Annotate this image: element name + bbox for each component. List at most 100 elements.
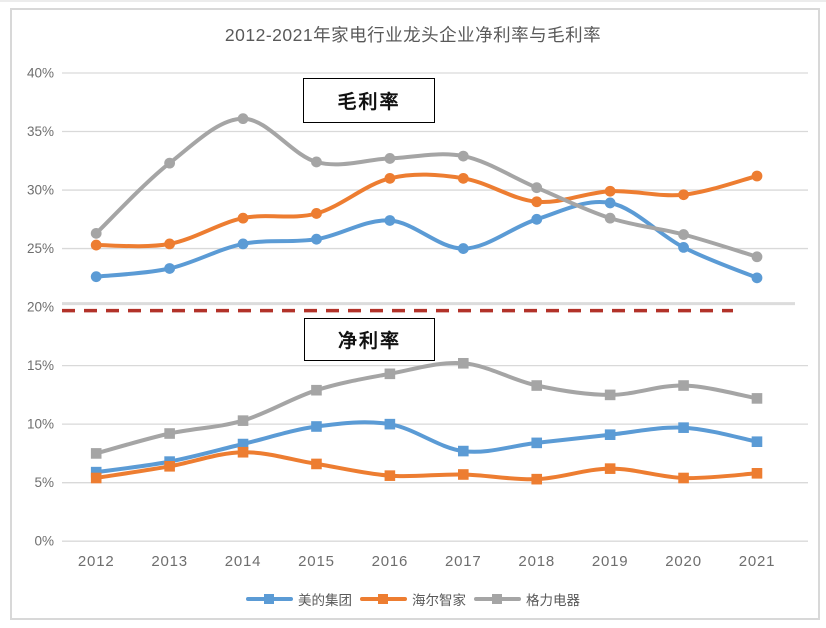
marker-net-gree-2018 bbox=[531, 380, 543, 391]
marker-net-midea-2012 bbox=[90, 466, 102, 478]
y-tick-label-25: 25% bbox=[27, 241, 54, 256]
marker-gross-gree-2017 bbox=[457, 150, 469, 162]
marker-gross-midea-2013 bbox=[164, 263, 176, 274]
x-tick-label-2017: 2017 bbox=[445, 553, 482, 570]
marker-gross-midea-2012 bbox=[90, 271, 102, 283]
marker-gross-gree-2019 bbox=[604, 212, 616, 224]
gross-margin-label: 毛利率 bbox=[337, 92, 401, 113]
marker-gross-haier-2021 bbox=[751, 170, 763, 182]
marker-net-gree-2021 bbox=[751, 393, 763, 404]
series-line-gross-gree bbox=[94, 116, 759, 259]
marker-net-midea-2017 bbox=[458, 445, 469, 457]
chart-title: 2012-2021年家电行业龙头企业净利率与毛利率 bbox=[224, 25, 602, 45]
marker-gross-haier-2014 bbox=[237, 212, 249, 224]
chart-legend: 美的集团 海尔智家 格力电器 bbox=[0, 589, 826, 609]
marker-gross-gree-2015 bbox=[311, 156, 322, 168]
y-tick-label-30: 30% bbox=[27, 183, 54, 198]
y-tick-label-35: 35% bbox=[27, 124, 54, 139]
marker-gross-haier-2017 bbox=[457, 172, 469, 184]
marker-gross-midea-2020 bbox=[678, 242, 689, 253]
marker-net-gree-2019 bbox=[604, 389, 616, 401]
series-line-net-midea bbox=[94, 420, 759, 475]
y-tick-label-0: 0% bbox=[34, 534, 54, 549]
marker-net-midea-2018 bbox=[531, 437, 543, 449]
marker-gross-midea-2018 bbox=[531, 213, 543, 225]
marker-net-haier-2012 bbox=[90, 472, 102, 484]
net-margin-label-box: 净利率 bbox=[304, 318, 435, 361]
marker-gross-haier-2012 bbox=[90, 239, 102, 251]
legend-label-haier: 海尔智家 bbox=[412, 593, 466, 608]
y-tick-label-20: 20% bbox=[27, 300, 54, 315]
gross-margin-label-box: 毛利率 bbox=[303, 78, 435, 123]
net-margin-label: 净利率 bbox=[337, 331, 401, 352]
x-tick-label-2020: 2020 bbox=[665, 553, 702, 570]
marker-net-midea-2014 bbox=[237, 438, 249, 450]
marker-gross-haier-2013 bbox=[164, 238, 176, 250]
legend-item-midea: 美的集团 bbox=[246, 589, 352, 609]
marker-gross-midea-2014 bbox=[237, 238, 249, 250]
legend-line-marker-gree bbox=[474, 594, 521, 605]
marker-net-midea-2019 bbox=[604, 429, 616, 440]
x-tick-label-2018: 2018 bbox=[518, 553, 555, 570]
marker-gross-gree-2020 bbox=[678, 229, 689, 240]
legend-line-marker-haier bbox=[360, 594, 407, 605]
marker-gross-midea-2015 bbox=[311, 233, 322, 245]
marker-net-haier-2018 bbox=[531, 473, 543, 485]
marker-net-haier-2016 bbox=[384, 470, 396, 481]
legend-label-midea: 美的集团 bbox=[298, 593, 352, 608]
marker-gross-gree-2012 bbox=[90, 227, 102, 239]
marker-gross-haier-2019 bbox=[604, 185, 616, 197]
marker-net-haier-2019 bbox=[604, 463, 616, 474]
marker-gross-gree-2014 bbox=[237, 113, 249, 125]
marker-net-gree-2013 bbox=[164, 428, 175, 439]
x-tick-label-2013: 2013 bbox=[151, 553, 188, 570]
marker-net-haier-2013 bbox=[164, 460, 175, 472]
marker-net-haier-2014 bbox=[237, 446, 249, 458]
top-edge-line bbox=[0, 0, 826, 2]
marker-net-gree-2014 bbox=[237, 415, 249, 426]
legend-line-marker-midea bbox=[246, 594, 293, 605]
marker-net-haier-2015 bbox=[311, 458, 322, 470]
y-tick-label-5: 5% bbox=[34, 475, 54, 490]
x-tick-label-2021: 2021 bbox=[739, 553, 776, 570]
marker-net-haier-2020 bbox=[678, 472, 689, 484]
marker-gross-midea-2016 bbox=[384, 215, 396, 226]
y-tick-label-40: 40% bbox=[27, 66, 54, 81]
marker-gross-gree-2018 bbox=[531, 182, 543, 194]
marker-net-gree-2012 bbox=[90, 448, 102, 459]
marker-gross-haier-2016 bbox=[384, 172, 396, 184]
marker-gross-gree-2016 bbox=[384, 153, 396, 164]
marker-net-gree-2016 bbox=[384, 368, 396, 380]
x-tick-label-2019: 2019 bbox=[592, 553, 629, 570]
legend-item-haier: 海尔智家 bbox=[360, 589, 466, 609]
marker-net-haier-2017 bbox=[458, 469, 469, 480]
marker-net-midea-2016 bbox=[384, 418, 396, 430]
marker-gross-gree-2013 bbox=[164, 157, 176, 169]
marker-net-midea-2020 bbox=[678, 422, 689, 433]
marker-gross-haier-2015 bbox=[311, 208, 322, 219]
marker-net-haier-2021 bbox=[751, 468, 763, 479]
marker-net-gree-2017 bbox=[458, 357, 469, 369]
marker-gross-haier-2020 bbox=[678, 189, 689, 201]
series-line-gross-haier bbox=[94, 172, 759, 249]
marker-net-midea-2015 bbox=[311, 421, 322, 432]
x-tick-label-2015: 2015 bbox=[298, 553, 335, 570]
marker-gross-midea-2019 bbox=[604, 197, 616, 209]
x-tick-label-2014: 2014 bbox=[225, 553, 262, 570]
marker-net-gree-2020 bbox=[678, 380, 689, 391]
marker-gross-midea-2021 bbox=[751, 272, 763, 284]
series-line-gross-midea bbox=[94, 199, 759, 280]
marker-gross-haier-2018 bbox=[531, 196, 543, 208]
legend-item-gree: 格力电器 bbox=[474, 589, 580, 609]
series-line-net-haier bbox=[94, 450, 759, 482]
y-tick-label-10: 10% bbox=[27, 417, 54, 432]
x-tick-label-2012: 2012 bbox=[78, 553, 115, 570]
legend-label-gree: 格力电器 bbox=[526, 593, 580, 608]
marker-net-gree-2015 bbox=[311, 384, 322, 396]
marker-gross-gree-2021 bbox=[751, 251, 763, 263]
marker-gross-midea-2017 bbox=[457, 243, 469, 254]
series-line-net-gree bbox=[94, 360, 759, 456]
x-tick-label-2016: 2016 bbox=[372, 553, 409, 570]
